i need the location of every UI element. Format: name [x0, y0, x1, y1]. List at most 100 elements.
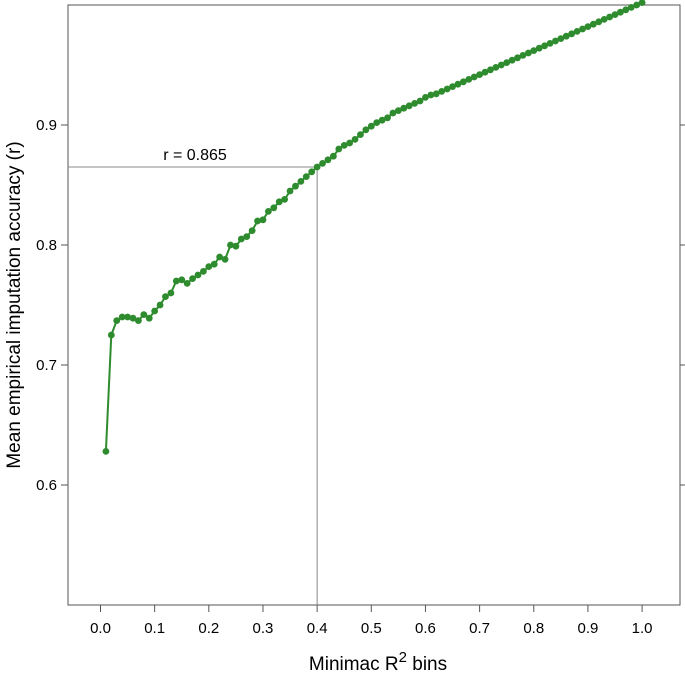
data-point	[568, 30, 576, 38]
data-point	[405, 102, 413, 110]
data-point	[216, 253, 224, 261]
x-tick-label: 0.1	[144, 620, 165, 637]
data-point	[351, 136, 359, 143]
data-point	[183, 280, 191, 287]
data-point	[579, 25, 586, 33]
data-point	[118, 313, 126, 321]
data-point	[172, 277, 180, 285]
data-point	[606, 13, 613, 21]
data-point	[584, 23, 592, 30]
data-point	[519, 52, 527, 59]
data-point	[541, 42, 549, 50]
data-point	[199, 268, 207, 275]
data-point	[557, 35, 565, 42]
reference-lines	[68, 166, 318, 605]
x-tick-label: 0.4	[307, 620, 328, 637]
data-point	[346, 139, 354, 147]
data-point	[454, 80, 462, 88]
x-tick-label: 0.9	[577, 620, 598, 637]
data-point	[497, 61, 505, 69]
data-point	[281, 196, 289, 203]
data-point	[633, 1, 641, 9]
data-point	[205, 263, 213, 270]
data-point	[194, 271, 202, 279]
data-point	[530, 47, 538, 54]
data-point	[562, 32, 570, 40]
data-point	[514, 54, 521, 62]
series-layer	[102, 0, 646, 455]
data-point	[389, 109, 397, 117]
data-point	[470, 73, 478, 81]
data-point	[611, 11, 619, 18]
data-point	[221, 256, 229, 263]
series-line	[104, 1, 643, 452]
x-tick-label: 0.6	[415, 620, 436, 637]
data-point	[124, 313, 131, 321]
data-point	[145, 314, 153, 322]
data-point	[384, 114, 391, 122]
y-tick-label: 0.8	[36, 237, 57, 254]
data-point	[546, 40, 554, 47]
data-point	[102, 448, 110, 455]
data-point	[638, 0, 646, 6]
data-point	[210, 260, 218, 268]
data-point	[264, 208, 272, 215]
data-point	[313, 163, 321, 171]
data-point	[492, 64, 500, 71]
data-point	[438, 88, 446, 95]
data-point	[427, 91, 435, 99]
reference-annotation: r = 0.865	[163, 147, 227, 164]
data-point	[248, 227, 256, 235]
data-point	[308, 168, 316, 176]
data-point	[449, 83, 456, 90]
x-tick-label: 0.8	[523, 620, 544, 637]
x-axis: 0.0 0.1 0.2 0.3 0.4 0.5 0.6 0.7 0.8 0.9 1.0	[90, 605, 653, 637]
plot-frame	[67, 4, 681, 606]
data-point	[129, 314, 137, 322]
data-point	[362, 126, 370, 134]
data-point	[254, 217, 261, 225]
data-point	[135, 317, 142, 324]
data-point	[595, 18, 603, 26]
data-point	[319, 160, 326, 167]
data-point	[535, 44, 543, 52]
data-point	[156, 301, 164, 309]
x-tick-label: 0.3	[253, 620, 274, 637]
data-point	[227, 241, 234, 249]
data-point	[292, 182, 299, 190]
data-point	[416, 97, 424, 105]
data-point	[552, 37, 559, 45]
data-point	[503, 59, 511, 66]
data-point	[400, 104, 408, 112]
data-point	[340, 142, 348, 149]
data-point	[367, 122, 375, 130]
data-point	[113, 317, 121, 324]
y-tick-label: 0.7	[36, 357, 57, 374]
data-point	[589, 20, 597, 28]
data-point	[162, 293, 169, 300]
data-point	[167, 289, 175, 297]
x-axis-title: Minimac R2 bins	[309, 649, 447, 675]
data-point	[524, 49, 532, 57]
data-point	[459, 78, 467, 86]
data-point	[378, 116, 386, 124]
data-point	[243, 233, 251, 241]
data-point	[443, 85, 451, 93]
data-point	[373, 119, 381, 126]
data-point	[617, 8, 624, 16]
x-tick-label: 0.7	[469, 620, 490, 637]
data-point	[627, 4, 635, 11]
data-point	[465, 76, 473, 83]
data-point	[270, 204, 278, 212]
data-point	[357, 131, 364, 139]
data-point	[508, 56, 516, 64]
data-point	[286, 187, 294, 195]
data-point	[275, 198, 283, 206]
data-point	[151, 307, 159, 315]
data-point	[476, 71, 484, 78]
data-point	[237, 235, 245, 243]
data-point	[302, 173, 310, 181]
data-point	[335, 145, 343, 153]
data-point	[573, 28, 581, 35]
